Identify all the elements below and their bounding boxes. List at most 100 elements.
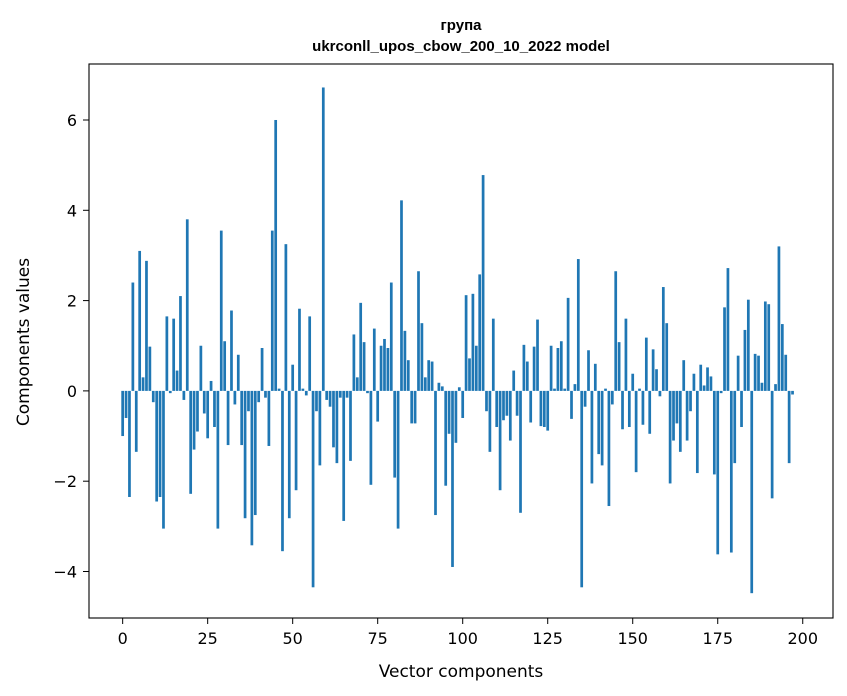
bar (468, 358, 471, 391)
bar (349, 390, 352, 461)
bar (437, 382, 441, 391)
bar (760, 382, 764, 391)
bar (488, 390, 492, 452)
bar (308, 316, 312, 391)
x-tick-label: 0 (118, 629, 128, 648)
bar (519, 390, 522, 513)
bar (162, 390, 165, 529)
x-tick-label: 50 (283, 629, 303, 648)
bar (410, 390, 414, 424)
bar (495, 390, 499, 428)
bar (485, 390, 488, 412)
bar (270, 230, 274, 391)
bar (668, 390, 672, 484)
bar (580, 390, 584, 588)
bar (736, 355, 740, 391)
bar (508, 390, 512, 441)
bar (335, 390, 339, 464)
bar (716, 390, 720, 555)
bar (481, 175, 485, 391)
bar (723, 307, 726, 391)
bar (746, 299, 750, 391)
x-tick-label: 175 (702, 629, 733, 648)
bar (359, 302, 363, 391)
bar (610, 390, 614, 405)
y-tick-label: 2 (67, 292, 77, 311)
bar (400, 200, 403, 391)
bar (583, 390, 587, 407)
bar (478, 274, 482, 391)
bar (168, 390, 172, 394)
bar (423, 377, 427, 391)
bar (685, 390, 689, 441)
bar (267, 390, 271, 446)
bar (648, 390, 652, 434)
bar (131, 282, 135, 391)
bar (196, 390, 199, 432)
bar (434, 390, 437, 516)
bar (233, 390, 237, 405)
bar (631, 373, 635, 391)
bar (553, 388, 556, 391)
bar (597, 390, 601, 455)
x-tick-label: 125 (532, 629, 563, 648)
bar (757, 355, 760, 391)
bar (213, 390, 216, 428)
bar (236, 354, 240, 391)
bar (607, 390, 611, 507)
bar (743, 329, 747, 391)
bar (287, 390, 291, 519)
bar (362, 342, 366, 391)
bar (787, 390, 791, 464)
bar (440, 386, 444, 391)
bar (525, 361, 529, 391)
bar (202, 390, 206, 414)
bar (675, 390, 679, 424)
bar (474, 345, 478, 391)
bar (539, 390, 543, 427)
bar (372, 328, 376, 391)
bar (573, 384, 577, 391)
bar (566, 297, 570, 391)
bar (658, 390, 662, 397)
bar (277, 388, 281, 391)
bar (461, 390, 465, 418)
bar (617, 342, 621, 391)
y-tick-label: 6 (67, 111, 77, 130)
bar (777, 246, 781, 391)
bar (274, 119, 278, 391)
bar (536, 319, 539, 391)
bar (464, 295, 468, 391)
bar (661, 287, 665, 391)
bar (301, 388, 305, 391)
bar (406, 360, 410, 391)
chart-subtitle: ukrconll_upos_cbow_200_10_2022 model (312, 38, 610, 55)
bar (134, 390, 138, 452)
bar (128, 390, 131, 497)
bar (515, 390, 519, 416)
bar (447, 390, 451, 434)
bar (491, 318, 495, 391)
bar (502, 390, 505, 421)
bar (689, 390, 692, 412)
bar (427, 360, 431, 391)
bar (791, 390, 794, 395)
bar (457, 387, 461, 391)
bar (223, 341, 227, 391)
bar (325, 390, 329, 400)
bar (155, 390, 159, 502)
bar (634, 390, 638, 473)
bar (182, 390, 186, 400)
bar (138, 250, 142, 391)
bar (219, 230, 223, 391)
bar (593, 363, 597, 391)
bar (172, 318, 176, 391)
bar (763, 301, 767, 391)
bar (226, 390, 230, 446)
bar (706, 367, 709, 391)
bar (284, 244, 288, 391)
bar (651, 349, 655, 391)
bar (770, 390, 774, 499)
